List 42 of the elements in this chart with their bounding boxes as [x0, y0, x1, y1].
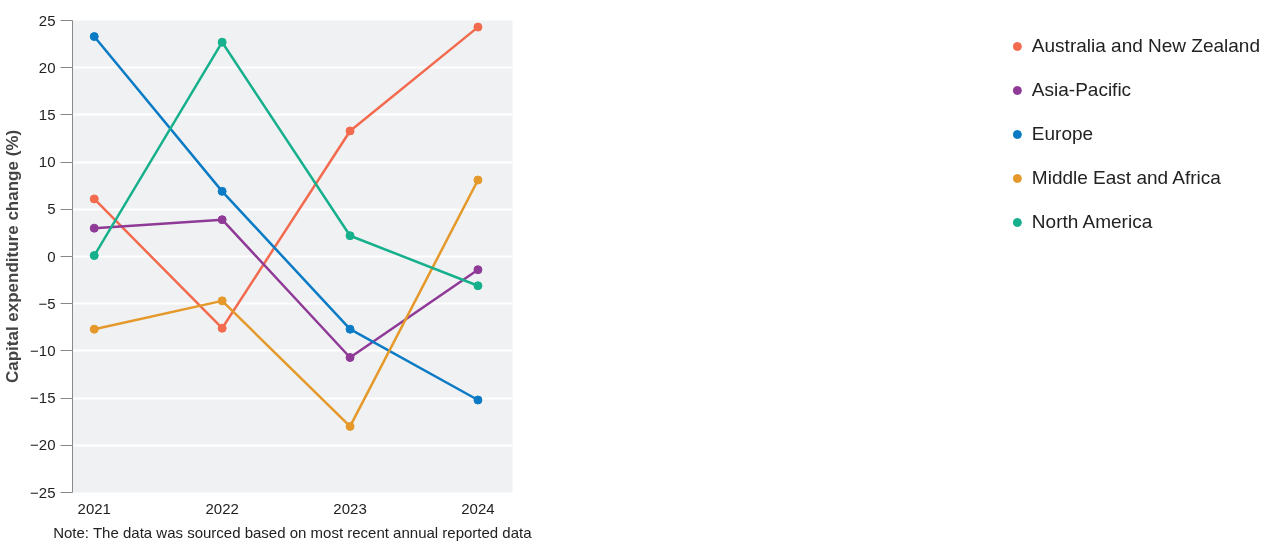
legend-label: North America — [1031, 211, 1153, 233]
point — [217, 37, 227, 47]
y-tick-label: −10 — [30, 341, 56, 359]
x-tick-label: 2023 — [333, 499, 367, 517]
x-tick-label: 2024 — [461, 499, 495, 517]
y-tick-label: −25 — [30, 483, 56, 501]
text: Note: The data was sourced based on most recent annual reported data — [53, 523, 533, 541]
point — [473, 175, 483, 185]
point — [473, 281, 483, 291]
legend-label: Asia-Pacific — [1031, 79, 1132, 101]
legend-label: Europe — [1031, 123, 1094, 145]
point — [89, 223, 99, 233]
point — [345, 324, 355, 334]
point — [217, 323, 227, 333]
point — [89, 32, 99, 42]
y-tick-label: 25 — [38, 11, 56, 29]
legend-label: Australia and New Zealand — [1031, 35, 1260, 57]
point — [217, 186, 227, 196]
y-tick-label: 15 — [38, 105, 56, 123]
y-tick-label: 0 — [47, 247, 56, 265]
point — [345, 231, 355, 241]
point — [473, 265, 483, 275]
legend-label: Middle East and Africa — [1031, 167, 1221, 189]
point — [89, 194, 99, 204]
point — [345, 353, 355, 362]
point — [217, 215, 227, 225]
x-tick-label: 2021 — [77, 499, 111, 517]
point — [217, 296, 227, 306]
point — [473, 395, 483, 405]
y-tick-label: 5 — [47, 200, 56, 218]
y-tick-label: −15 — [30, 389, 56, 407]
y-tick-label: −20 — [30, 436, 56, 454]
point — [89, 324, 99, 334]
point — [89, 251, 99, 261]
x-tick-label: 2022 — [205, 499, 239, 517]
y-tick-label: 10 — [38, 153, 56, 171]
point — [345, 421, 355, 431]
point — [473, 22, 483, 32]
point — [345, 126, 355, 136]
y-axis-title: Capital expenditure change (%) — [3, 129, 23, 384]
y-tick-label: −5 — [38, 294, 56, 312]
y-tick-label: 20 — [38, 58, 56, 76]
